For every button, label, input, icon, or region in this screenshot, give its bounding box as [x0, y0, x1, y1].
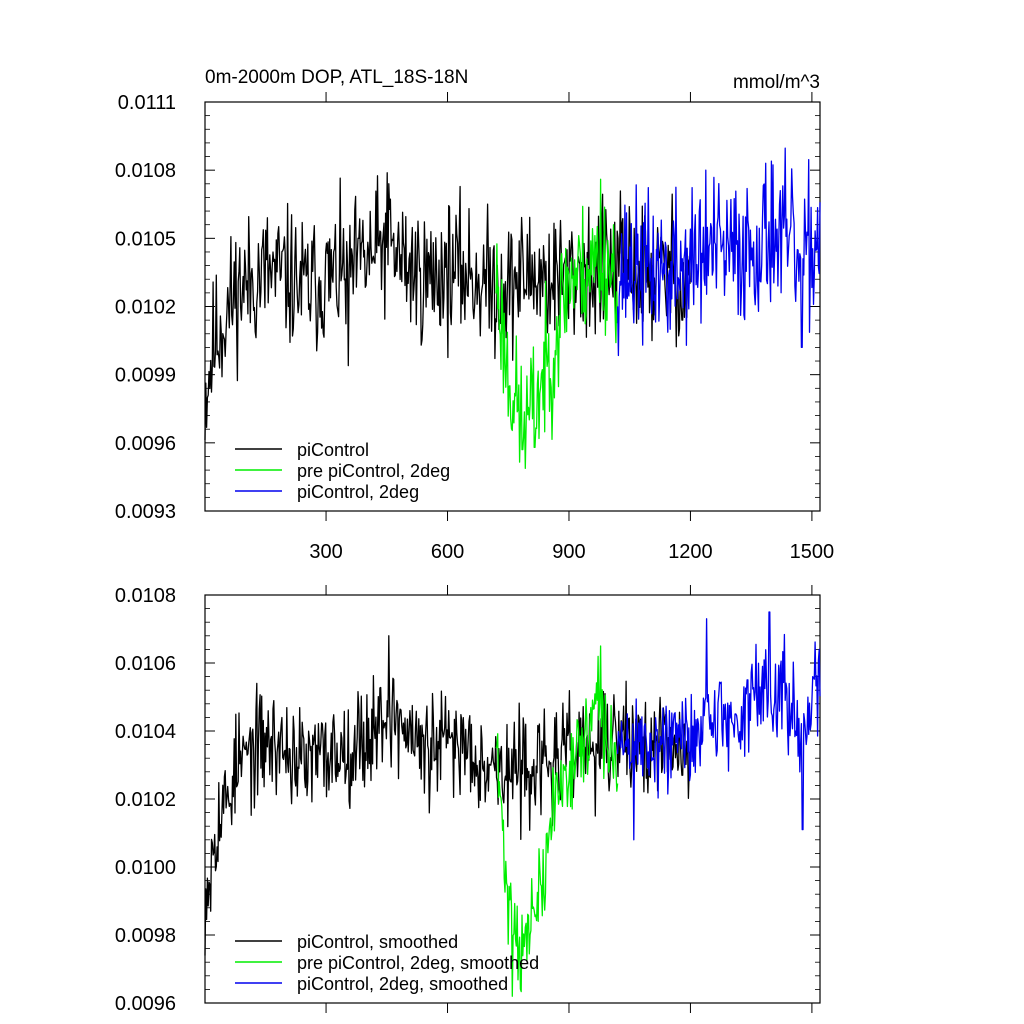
legend-label: piControl, smoothed [297, 932, 458, 952]
y-tick-labels: 0.0096 0.0098 0.0100 0.0102 0.0104 0.0106 0.01… [115, 585, 176, 1015]
x-tick-label: 600 [431, 541, 464, 563]
y-tick-label: 0.0098 [115, 925, 176, 947]
series-line [616, 147, 821, 357]
y-tick-label: 0.0096 [115, 433, 176, 455]
axis-ticks [205, 585, 820, 1013]
chart-units: mmol/m^3 [733, 72, 820, 93]
legend-entry: piControl, smoothed [235, 932, 458, 952]
chart-title: 0m-2000m DOP, ATL_18S-18N [205, 67, 468, 88]
series-line [204, 635, 691, 956]
series-line [495, 178, 619, 470]
y-tick-label: 0.0093 [115, 501, 176, 523]
legend: piControl pre piControl, 2deg piControl,… [235, 440, 450, 502]
x-tick-label: 900 [552, 541, 585, 563]
legend-entry: piControl, 2deg [235, 482, 419, 502]
series-line [616, 611, 821, 841]
y-tick-label: 0.0100 [115, 857, 176, 879]
legend: piControl, smoothed pre piControl, 2deg,… [235, 932, 539, 994]
axis-ticks [205, 92, 820, 521]
top-chart-panel: 0m-2000m DOP, ATL_18S-18N mmol/m^3 0.009… [115, 67, 834, 563]
x-tick-label: 300 [309, 541, 342, 563]
legend-entry: piControl, 2deg, smoothed [235, 974, 508, 994]
legend-label: piControl [297, 440, 369, 460]
y-tick-label: 0.0108 [115, 160, 176, 182]
y-tick-label: 0.0102 [115, 297, 176, 319]
legend-label: pre piControl, 2deg, smoothed [297, 953, 539, 973]
x-tick-label: 1500 [790, 541, 835, 563]
legend-label: pre piControl, 2deg [297, 461, 450, 481]
series-line [495, 645, 619, 997]
x-tick-label: 1200 [668, 541, 713, 563]
series-lines [204, 611, 821, 997]
y-tick-label: 0.0104 [115, 721, 176, 743]
y-tick-label: 0.0096 [115, 993, 176, 1015]
legend-entry: piControl [235, 440, 369, 460]
legend-entry: pre piControl, 2deg, smoothed [235, 953, 539, 973]
y-tick-label: 0.0106 [115, 653, 176, 675]
x-tick-labels: 300 600 900 1200 1500 [309, 541, 834, 563]
y-tick-labels: 0.0093 0.0096 0.0099 0.0102 0.0105 0.0108 0.01… [115, 92, 176, 523]
series-lines [204, 147, 821, 470]
legend-label: piControl, 2deg [297, 482, 419, 502]
legend-entry: pre piControl, 2deg [235, 461, 450, 481]
legend-label: piControl, 2deg, smoothed [297, 974, 508, 994]
bottom-chart-panel: 0.0096 0.0098 0.0100 0.0102 0.0104 0.0106 0.01… [115, 585, 821, 1015]
y-tick-label: 0.0111 [118, 92, 176, 114]
y-tick-label: 0.0099 [115, 365, 176, 387]
y-tick-label: 0.0102 [115, 789, 176, 811]
y-tick-label: 0.0105 [115, 228, 176, 250]
series-line [204, 172, 691, 441]
y-tick-label: 0.0108 [115, 585, 176, 607]
